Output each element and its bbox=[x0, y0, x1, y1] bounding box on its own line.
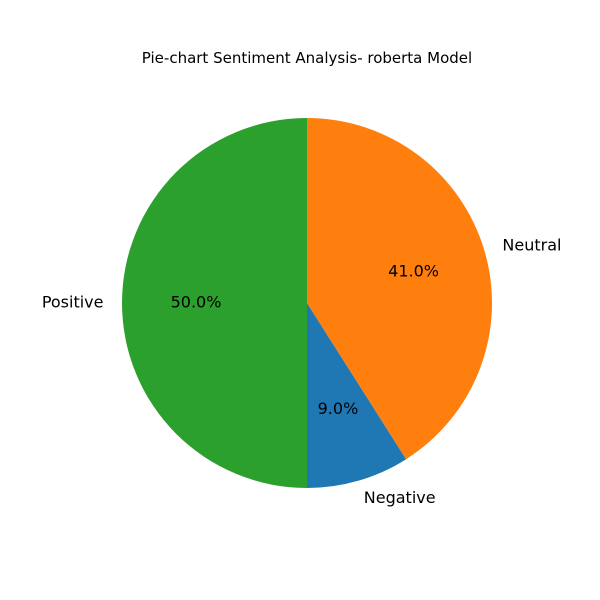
slice-percent-positive: 50.0% bbox=[171, 293, 222, 312]
labels-layer: Negative 9.0% Neutral 41.0% Positive 50.0% bbox=[42, 236, 562, 507]
slice-label-neutral: Neutral bbox=[502, 236, 561, 255]
slice-percent-neutral: 41.0% bbox=[388, 262, 439, 281]
slices-layer bbox=[122, 118, 493, 488]
chart-title: Pie-chart Sentiment Analysis- roberta Mo… bbox=[142, 49, 472, 67]
pie-slice-positive bbox=[122, 118, 307, 488]
pie-slice-negative bbox=[307, 303, 407, 488]
slice-label-positive: Positive bbox=[42, 293, 104, 312]
pie-slice-neutral bbox=[307, 118, 493, 460]
slice-percent-negative: 9.0% bbox=[318, 399, 359, 418]
slice-label-negative: Negative bbox=[364, 488, 436, 507]
